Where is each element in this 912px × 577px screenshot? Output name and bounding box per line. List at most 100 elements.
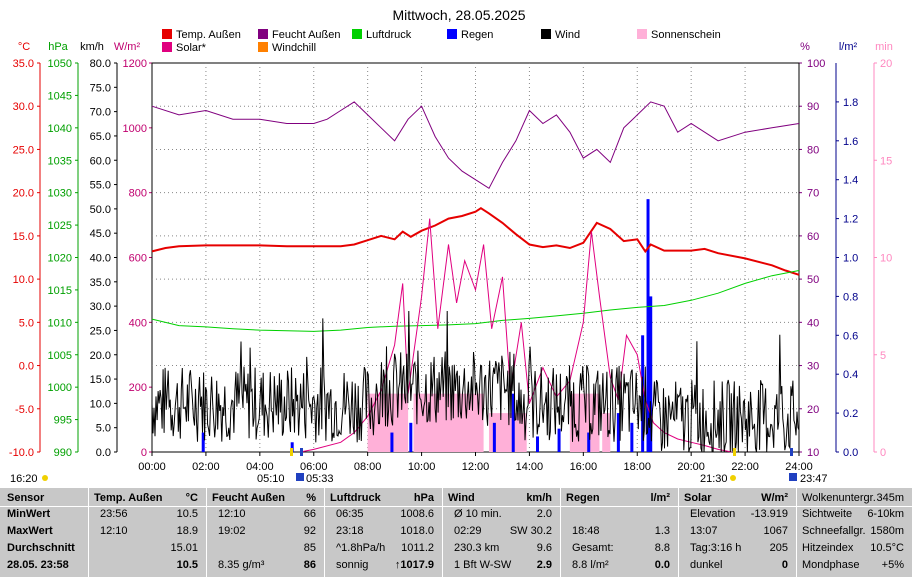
x-axis: 00:00 02:00 04:00 06:00 08:00 10:00 12:00 14:00… bbox=[138, 452, 813, 473]
summary-value: % bbox=[306, 492, 316, 504]
summary-column-divider bbox=[560, 488, 561, 577]
summary-row: 12:10 66 bbox=[206, 506, 324, 522]
wind-tick-label: 70.0 bbox=[90, 107, 111, 119]
summary-label: MaxWert bbox=[7, 525, 53, 537]
summary-value: 85 bbox=[303, 542, 316, 554]
moon-icon bbox=[789, 473, 797, 481]
summary-label: MinWert bbox=[7, 508, 51, 520]
summary-value: 86 bbox=[303, 559, 316, 571]
summary-value: +5% bbox=[881, 559, 904, 571]
summary-column: Solar W/m² Elevation -13.919 13:07 1067 Tag:3:… bbox=[678, 488, 796, 577]
wind-tick-label: 20.0 bbox=[90, 350, 111, 362]
temp-tick-label: -5.0 bbox=[15, 404, 34, 416]
rain-bar bbox=[511, 393, 515, 452]
humidity-tick-label: 30 bbox=[807, 361, 819, 373]
solar-tick-label: 600 bbox=[129, 253, 147, 265]
summary-row: Elevation -13.919 bbox=[678, 506, 796, 522]
summary-column: Temp. Außen °C 23:56 10.5 12:10 18.9 15.01 10.5 bbox=[88, 488, 206, 577]
sunrise-icon bbox=[296, 473, 304, 481]
summary-row: 28.05. 23:58 bbox=[0, 557, 88, 573]
wind-tick-label: 60.0 bbox=[90, 155, 111, 167]
legend-swatch bbox=[352, 29, 362, 39]
summary-label: 06:35 bbox=[336, 508, 364, 520]
pressure-tick-label: 1000 bbox=[48, 382, 72, 394]
summary-label: ^1.8hPa/h bbox=[336, 542, 386, 554]
rain-bar bbox=[630, 422, 634, 452]
summary-label: 12:10 bbox=[100, 525, 128, 537]
series-temp-line bbox=[151, 207, 800, 276]
right-axes: %100908070605040302010l/m²1.81.61.41.21.… bbox=[799, 41, 893, 459]
summary-value: km/h bbox=[526, 492, 552, 504]
summary-row: 1 Bft W-SW 2.9 bbox=[442, 557, 560, 573]
pressure-axis-unit: hPa bbox=[48, 41, 68, 53]
wind-axis-unit: km/h bbox=[80, 41, 104, 53]
legend-swatch bbox=[541, 29, 551, 39]
series-humidity-line bbox=[151, 101, 800, 190]
summary-label: Elevation bbox=[690, 508, 736, 520]
humidity-tick-label: 100 bbox=[807, 58, 825, 70]
summary-value: 10.5 bbox=[176, 508, 198, 520]
summary-label: 230.3 km bbox=[454, 542, 500, 554]
summary-label: Schneefallgr. bbox=[802, 525, 866, 537]
pressure-tick-label: 1015 bbox=[48, 285, 72, 297]
summary-value: 1011.2 bbox=[401, 542, 434, 554]
legend-swatch bbox=[258, 42, 268, 52]
summary-value: hPa bbox=[413, 492, 434, 504]
summary-label: 8.8 l/m² bbox=[572, 559, 609, 571]
sunset2-label: 23:47 bbox=[800, 473, 828, 485]
pressure-tick-label: 1045 bbox=[48, 90, 72, 102]
wind-tick-label: 5.0 bbox=[96, 423, 111, 435]
summary-label: Feucht Außen bbox=[212, 492, 285, 504]
sunshine-tick-label: 15 bbox=[880, 155, 892, 167]
pressure-tick-label: 1050 bbox=[48, 58, 72, 70]
pressure-tick-label: 995 bbox=[54, 415, 72, 427]
temp-tick-label: -10.0 bbox=[9, 447, 34, 459]
wind-tick-label: 25.0 bbox=[90, 325, 111, 337]
temp-axis-unit: °C bbox=[18, 41, 30, 53]
summary-value: 8.8 bbox=[654, 542, 670, 554]
summary-column-divider bbox=[796, 488, 797, 577]
chart-title: Mittwoch, 28.05.2025 bbox=[392, 7, 525, 23]
humidity-tick-label: 90 bbox=[807, 101, 819, 113]
wind-tick-label: 80.0 bbox=[90, 58, 111, 70]
legend-swatch bbox=[258, 29, 268, 39]
summary-value: 345m bbox=[876, 492, 904, 504]
summary-row: Sichtweite 6-10km bbox=[796, 506, 912, 522]
weather-chart: Mittwoch, 28.05.2025 Temp. Außen Feucht A… bbox=[9, 7, 893, 485]
wind-tick-label: 15.0 bbox=[90, 374, 111, 386]
rain-tick-label: 1.0 bbox=[843, 253, 858, 265]
pressure-tick-label: 1025 bbox=[48, 220, 72, 232]
summary-label: Sensor bbox=[7, 492, 45, 504]
x-tick-label: 06:00 bbox=[300, 461, 328, 473]
summary-label: sonnig bbox=[336, 559, 369, 571]
summary-row: 85 bbox=[206, 540, 324, 556]
left-time-label: 16:20 bbox=[10, 473, 38, 485]
rain-tick-label: 0.2 bbox=[843, 408, 858, 420]
sun-icon bbox=[730, 475, 736, 481]
summary-row: 23:56 10.5 bbox=[88, 506, 206, 522]
summary-row: MinWert bbox=[0, 506, 88, 522]
wind-tick-label: 30.0 bbox=[90, 301, 111, 313]
summary-row: 230.3 km 9.6 bbox=[442, 540, 560, 556]
summary-row: Hitzeindex 10.5°C bbox=[796, 540, 912, 556]
wind-tick-label: 0.0 bbox=[96, 447, 111, 459]
summary-value: 2.0 bbox=[536, 508, 552, 520]
summary-label: 12:10 bbox=[218, 508, 246, 520]
rain-bar bbox=[390, 432, 394, 452]
summary-row: dunkel 0 bbox=[678, 557, 796, 573]
summary-row: Schneefallgr. 1580m bbox=[796, 523, 912, 539]
rain-bar bbox=[646, 199, 650, 452]
series-solar-line bbox=[300, 218, 732, 453]
rain-bar bbox=[492, 422, 496, 452]
summary-row: 06:35 1008.6 bbox=[324, 506, 442, 522]
summary-row: MaxWert bbox=[0, 523, 88, 539]
summary-value: 9.6 bbox=[536, 542, 552, 554]
legend-label: Windchill bbox=[272, 42, 316, 54]
summary-value: 6-10km bbox=[867, 508, 904, 520]
x-tick-label: 20:00 bbox=[677, 461, 705, 473]
temp-tick-label: 35.0 bbox=[13, 58, 34, 70]
legend-swatch bbox=[162, 29, 172, 39]
sun-position-marker bbox=[300, 448, 303, 456]
summary-value: -13.919 bbox=[750, 508, 788, 520]
rain-bar bbox=[557, 428, 561, 452]
